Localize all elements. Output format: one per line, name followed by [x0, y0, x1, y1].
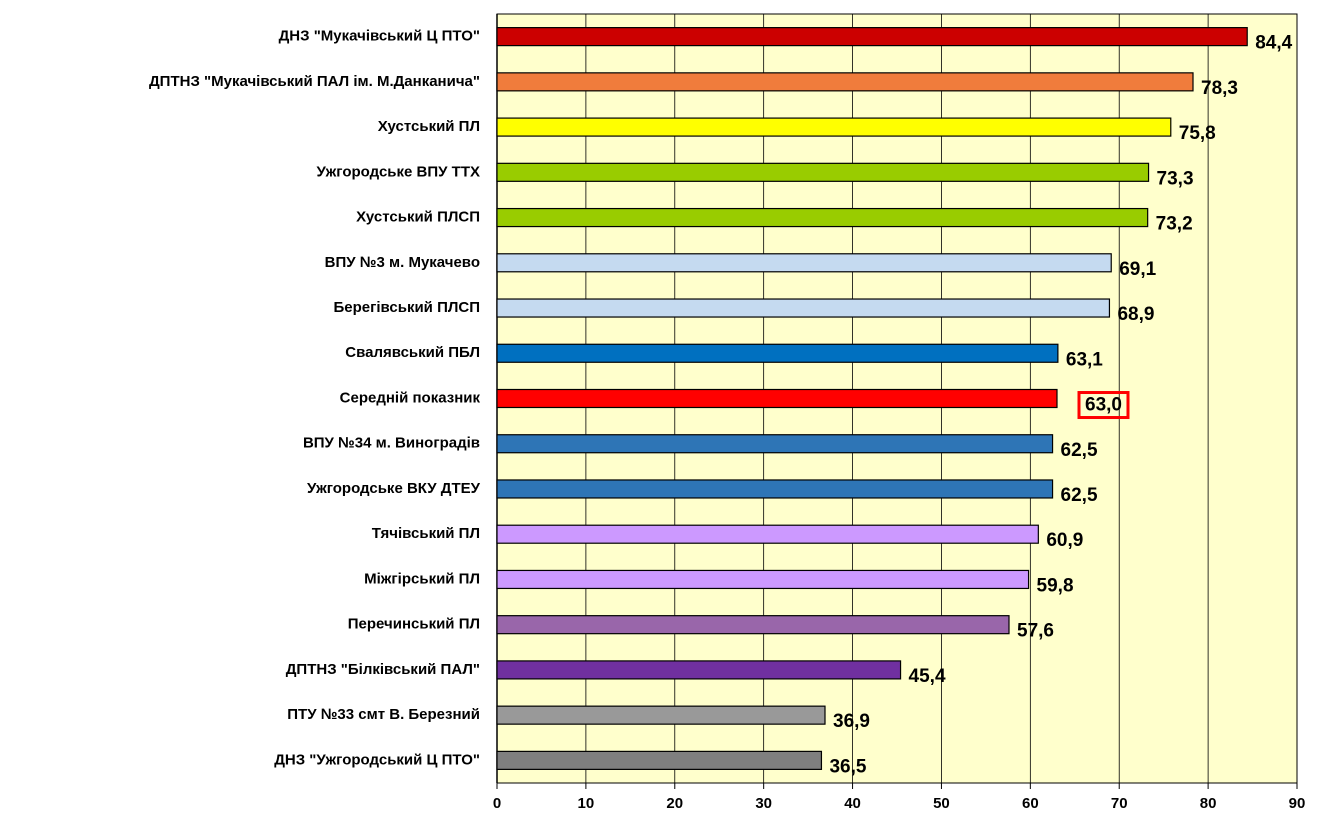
bar: [496, 660, 902, 680]
y-tick-label: Ужгородське ВКУ ДТЕУ: [307, 480, 481, 497]
y-tick-label: Хустський ПЛ: [378, 118, 480, 135]
x-tick-label: 80: [1200, 795, 1217, 812]
y-tick-label: Берегівський ПЛСП: [334, 299, 481, 316]
value-label: 63,1: [1066, 349, 1103, 370]
y-tick-label: ДПТНЗ "Білківський ПАЛ": [286, 661, 480, 678]
bar: [496, 253, 1112, 273]
bar: [496, 479, 1054, 499]
value-label: 60,9: [1046, 530, 1083, 551]
bar: [496, 117, 1172, 137]
y-tick-label: ПТУ №33 смт В. Березний: [287, 706, 480, 723]
y-tick-label: Хустський ПЛСП: [356, 209, 480, 226]
y-tick-label: Тячівський ПЛ: [372, 525, 480, 542]
bar: [496, 615, 1010, 635]
x-tick-label: 70: [1111, 795, 1128, 812]
value-label: 62,5: [1061, 485, 1098, 506]
x-tick-label: 0: [493, 795, 501, 812]
y-tick-label: ВПУ №3 м. Мукачево: [325, 254, 480, 271]
x-tick-label: 10: [578, 795, 595, 812]
y-tick-label: Міжгірський ПЛ: [364, 570, 480, 587]
bar: [496, 750, 823, 770]
x-tick-label: 60: [1022, 795, 1039, 812]
bar: [496, 207, 1149, 228]
y-tick-label: ВПУ №34 м. Виноградів: [303, 435, 480, 452]
value-label: 36,9: [833, 711, 870, 732]
highlight-box: [1077, 391, 1130, 420]
bar: [496, 569, 1030, 590]
y-tick-label: ДНЗ "Ужгородський Ц ПТО": [274, 751, 480, 768]
value-label: 59,8: [1037, 575, 1074, 596]
y-tick-label: Середній показник: [340, 389, 481, 406]
value-label: 69,1: [1119, 259, 1156, 280]
bar: [496, 27, 1248, 47]
value-label: 57,6: [1017, 621, 1054, 642]
x-tick-label: 20: [666, 795, 683, 812]
bar: [496, 434, 1054, 454]
bar: [496, 343, 1059, 363]
value-label: 68,9: [1117, 304, 1154, 325]
x-tick-label: 90: [1289, 795, 1306, 812]
value-label: 63,0: [1085, 395, 1122, 416]
value-label: 78,3: [1201, 78, 1238, 99]
value-label: 45,4: [909, 666, 946, 687]
value-label: 36,5: [829, 756, 866, 777]
bar: [496, 388, 1058, 409]
bar: [496, 524, 1039, 544]
value-label: 73,2: [1156, 214, 1193, 235]
value-label: 84,4: [1255, 33, 1292, 54]
y-tick-label: Перечинський ПЛ: [348, 616, 480, 633]
value-label: 73,3: [1157, 168, 1194, 189]
x-tick-label: 30: [755, 795, 772, 812]
value-label: 75,8: [1179, 123, 1216, 144]
bar: [496, 705, 826, 725]
value-label: 62,5: [1061, 440, 1098, 461]
bar: [496, 162, 1150, 182]
y-tick-label: ДПТНЗ "Мукачівський ПАЛ ім. М.Данканича": [149, 73, 480, 90]
y-tick-label: Свалявський ПБЛ: [345, 344, 480, 361]
bar: [496, 298, 1111, 318]
y-tick-label: Ужгородське ВПУ ТТХ: [317, 163, 480, 180]
x-tick-label: 50: [933, 795, 950, 812]
y-tick-label: ДНЗ "Мукачівський Ц ПТО": [279, 28, 480, 45]
x-tick-label: 40: [844, 795, 861, 812]
bar: [496, 72, 1194, 92]
